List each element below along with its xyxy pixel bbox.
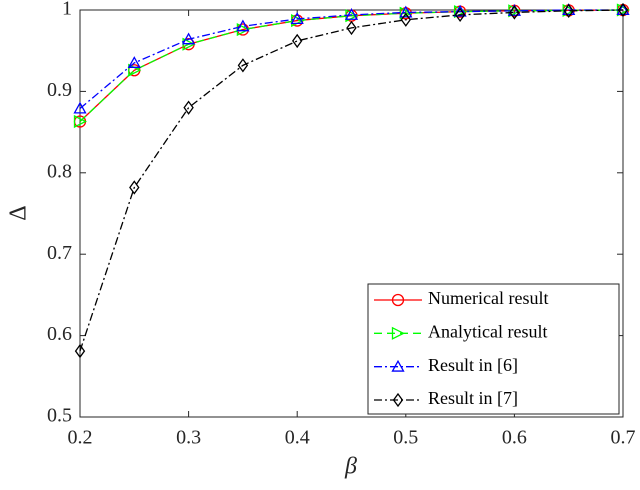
- x-tick-label: 0.2: [68, 427, 93, 449]
- marker: [74, 343, 86, 359]
- marker: [392, 392, 404, 408]
- marker: [129, 180, 140, 195]
- marker: [391, 359, 405, 372]
- x-axis-label: β: [344, 454, 357, 480]
- x-tick-label: 0.3: [176, 427, 201, 449]
- marker: [181, 32, 196, 45]
- y-tick-label: 0.5: [47, 405, 72, 427]
- marker: [399, 5, 413, 18]
- marker: [400, 12, 412, 27]
- y-axis-label: Δ: [6, 205, 32, 220]
- marker: [617, 2, 629, 18]
- legend: Numerical result Analytical result Result …: [367, 283, 620, 415]
- y-tick-label: 1: [62, 0, 72, 20]
- marker: [236, 19, 250, 32]
- y-tick-label: 0.6: [47, 323, 72, 345]
- marker: [344, 8, 359, 20]
- marker: [346, 20, 357, 36]
- series-line: [79, 9, 624, 352]
- marker: [291, 33, 303, 49]
- marker: [73, 114, 87, 129]
- x-tick-label: 0.6: [502, 427, 527, 449]
- legend-label: Result in [7]: [428, 388, 518, 408]
- marker: [399, 6, 413, 20]
- marker: [509, 5, 520, 20]
- legend-box: [367, 283, 620, 415]
- marker: [391, 293, 405, 307]
- marker: [562, 3, 576, 17]
- y-tick-label: 0.7: [47, 242, 72, 264]
- marker: [391, 326, 405, 340]
- marker: [237, 58, 249, 73]
- legend-label: Result in [6]: [428, 355, 518, 375]
- marker: [73, 101, 87, 114]
- x-tick-label: 0.4: [285, 427, 310, 449]
- marker: [290, 12, 304, 25]
- marker: [454, 7, 466, 23]
- legend-label: Analytical result: [428, 321, 547, 341]
- x-tick-label: 0.7: [611, 427, 636, 449]
- marker: [453, 4, 467, 17]
- legend-label: Numerical result: [428, 288, 548, 308]
- marker: [127, 56, 141, 68]
- x-tick-label: 0.5: [393, 427, 418, 449]
- marker: [563, 3, 574, 18]
- series-line: [79, 9, 623, 109]
- marker: [183, 100, 194, 115]
- y-tick-label: 0.8: [47, 160, 72, 182]
- y-tick-label: 0.9: [47, 79, 72, 101]
